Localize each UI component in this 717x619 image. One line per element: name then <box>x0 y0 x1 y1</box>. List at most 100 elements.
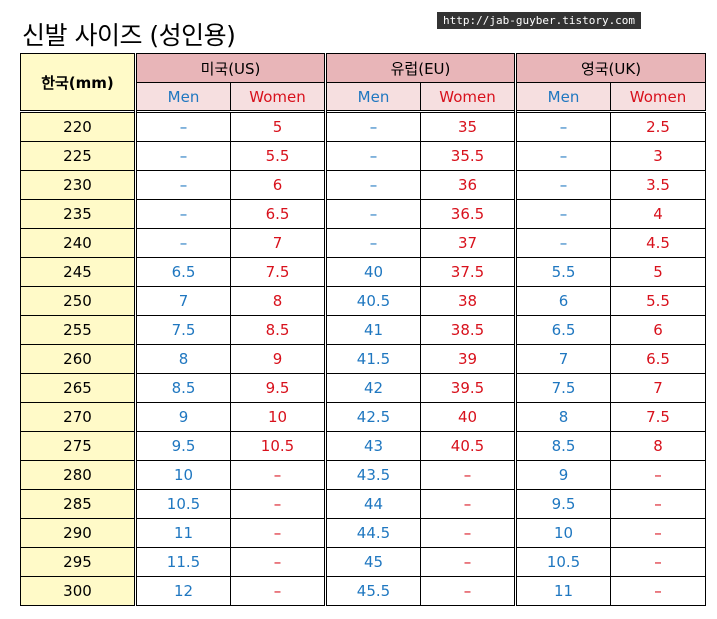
us-women-cell: 9 <box>230 344 326 374</box>
korea-size-cell: 300 <box>20 576 136 606</box>
uk-women-cell: 2.5 <box>610 110 707 142</box>
uk-women-header: Women <box>610 82 707 112</box>
korea-size-cell: 225 <box>20 141 136 171</box>
uk-men-cell: 8 <box>514 402 612 432</box>
eu-women-cell: 38.5 <box>419 315 517 345</box>
us-women-cell: 10 <box>230 402 326 432</box>
eu-men-header: Men <box>324 82 421 112</box>
eu-women-cell: – <box>419 576 517 606</box>
table-row: 250 7 8 40.5 38 6 5.5 <box>20 286 707 316</box>
uk-women-cell: – <box>610 547 707 577</box>
eu-men-cell: 45.5 <box>324 576 421 606</box>
eu-women-cell: 39.5 <box>419 373 517 403</box>
table-row: 245 6.5 7.5 40 37.5 5.5 5 <box>20 257 707 287</box>
uk-women-cell: 3.5 <box>610 170 707 200</box>
eu-women-cell: 36 <box>419 170 517 200</box>
table-row: 235–6.5–36.5–4 <box>20 199 707 229</box>
eu-men-cell: 41 <box>324 315 421 345</box>
table-row: 290 11–44.5–10– <box>20 518 707 548</box>
us-men-cell: 12 <box>134 576 231 606</box>
eu-women-cell: 37 <box>419 228 517 258</box>
uk-men-cell: – <box>514 228 612 258</box>
uk-men-cell: 6.5 <box>514 315 612 345</box>
us-men-cell: – <box>134 228 231 258</box>
us-men-cell: – <box>134 199 231 229</box>
uk-women-cell: 4 <box>610 199 707 229</box>
us-women-cell: – <box>230 489 326 519</box>
table-row: 255 7.5 8.5 41 38.5 6.5 6 <box>20 315 707 345</box>
us-men-cell: 9 <box>134 402 231 432</box>
us-men-cell: 10.5 <box>134 489 231 519</box>
uk-men-cell: 9 <box>514 460 612 490</box>
uk-women-cell: 5 <box>610 257 707 287</box>
us-men-cell: – <box>134 110 231 142</box>
eu-women-cell: 38 <box>419 286 517 316</box>
table-row: 240–7–37–4.5 <box>20 228 707 258</box>
uk-men-cell: 8.5 <box>514 431 612 461</box>
uk-women-cell: – <box>610 460 707 490</box>
eu-women-cell: – <box>419 518 517 548</box>
korea-size-cell: 285 <box>20 489 136 519</box>
us-men-cell: 7 <box>134 286 231 316</box>
eu-women-cell: – <box>419 489 517 519</box>
eu-men-cell: 41.5 <box>324 344 421 374</box>
table-row: 230–6–36–3.5 <box>20 170 707 200</box>
us-men-cell: – <box>134 170 231 200</box>
blog-url-watermark: http://jab-guyber.tistory.com <box>437 12 642 29</box>
eu-men-cell: 43.5 <box>324 460 421 490</box>
uk-women-cell: – <box>610 518 707 548</box>
table-row: 275 9.5 10.5 43 40.5 8.5 8 <box>20 431 707 461</box>
eu-women-cell: 40 <box>419 402 517 432</box>
uk-men-cell: 7 <box>514 344 612 374</box>
shoe-size-table: 한국(mm) 미국(US) 유럽(EU) 영국(UK) Men Women Me… <box>20 53 707 606</box>
eu-women-header: Women <box>419 82 517 112</box>
eu-men-cell: 43 <box>324 431 421 461</box>
uk-women-cell: – <box>610 576 707 606</box>
eu-men-cell: 42 <box>324 373 421 403</box>
us-women-cell: 10.5 <box>230 431 326 461</box>
korea-column-header: 한국(mm) <box>20 53 136 112</box>
uk-men-cell: 11 <box>514 576 612 606</box>
uk-men-cell: 10.5 <box>514 547 612 577</box>
korea-size-cell: 280 <box>20 460 136 490</box>
us-women-cell: 8.5 <box>230 315 326 345</box>
uk-women-cell: 6.5 <box>610 344 707 374</box>
us-men-cell: 11 <box>134 518 231 548</box>
uk-women-cell: – <box>610 489 707 519</box>
us-men-cell: 11.5 <box>134 547 231 577</box>
uk-women-cell: 7.5 <box>610 402 707 432</box>
table-row: 295 11.5–45–10.5– <box>20 547 707 577</box>
us-men-cell: – <box>134 141 231 171</box>
korea-size-cell: 240 <box>20 228 136 258</box>
uk-men-cell: – <box>514 199 612 229</box>
eu-women-cell: – <box>419 547 517 577</box>
us-men-cell: 9.5 <box>134 431 231 461</box>
us-women-cell: – <box>230 460 326 490</box>
table-row: 285 10.5–44–9.5– <box>20 489 707 519</box>
region-header-uk: 영국(UK) <box>514 53 707 83</box>
eu-women-cell: – <box>419 460 517 490</box>
eu-women-cell: 36.5 <box>419 199 517 229</box>
us-men-cell: 7.5 <box>134 315 231 345</box>
us-women-cell: 6.5 <box>230 199 326 229</box>
region-header-us: 미국(US) <box>134 53 326 83</box>
us-men-cell: 10 <box>134 460 231 490</box>
eu-men-cell: – <box>324 199 421 229</box>
eu-men-cell: – <box>324 110 421 142</box>
korea-size-cell: 245 <box>20 257 136 287</box>
uk-men-header: Men <box>514 82 612 112</box>
uk-men-cell: 10 <box>514 518 612 548</box>
uk-men-cell: – <box>514 170 612 200</box>
us-women-cell: – <box>230 576 326 606</box>
eu-men-cell: 42.5 <box>324 402 421 432</box>
eu-men-cell: 40.5 <box>324 286 421 316</box>
table-row: 300 12–45.5–11– <box>20 576 707 606</box>
eu-women-cell: 35.5 <box>419 141 517 171</box>
table-row: 270 9 10 42.5 40 8 7.5 <box>20 402 707 432</box>
us-women-cell: 9.5 <box>230 373 326 403</box>
eu-men-cell: – <box>324 228 421 258</box>
uk-men-cell: 6 <box>514 286 612 316</box>
us-women-cell: – <box>230 547 326 577</box>
us-women-cell: 6 <box>230 170 326 200</box>
us-men-cell: 8 <box>134 344 231 374</box>
